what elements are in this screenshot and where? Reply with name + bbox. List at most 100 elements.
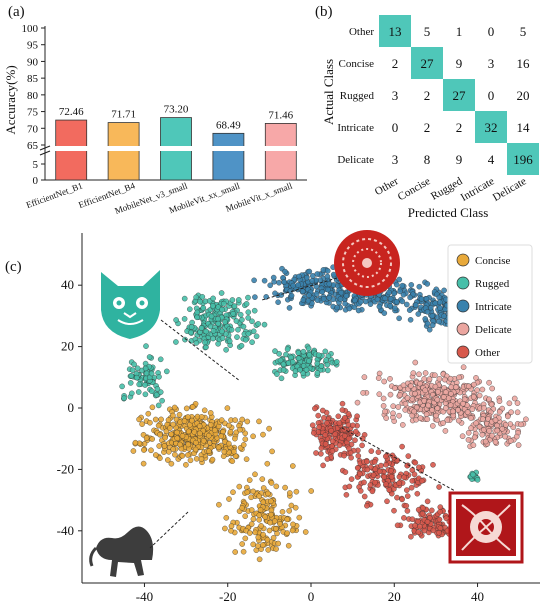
bar-chart-y-tick-label: 95	[27, 40, 39, 52]
scatter-point-concise	[155, 422, 162, 429]
scatter-point-intricate	[396, 276, 403, 283]
scatter-point-delicate	[425, 402, 431, 409]
scatter-point-concise	[139, 421, 145, 427]
scatter-point-other	[415, 529, 422, 535]
scatter-point-concise	[232, 549, 238, 555]
scatter-point-other	[419, 510, 426, 517]
scatter-point-delicate	[421, 398, 427, 404]
scatter-point-intricate	[437, 305, 443, 311]
scatter-point-intricate	[387, 296, 394, 302]
scatter-point-rugged	[200, 305, 207, 311]
scatter-point-rugged	[306, 358, 312, 364]
scatter-point-concise	[158, 416, 164, 423]
scatter-point-delicate	[465, 430, 472, 436]
scatter-point-delicate	[486, 428, 492, 434]
scatter-point-rugged	[153, 391, 160, 398]
scatter-point-delicate	[508, 409, 514, 415]
scatter-y-tick-label: 40	[61, 277, 74, 292]
bar-value-label: 68.49	[216, 119, 241, 131]
scatter-x-tick-label: 0	[308, 589, 315, 604]
scatter-point-other	[364, 503, 370, 509]
scatter-point-intricate	[343, 293, 350, 299]
confusion-cell	[443, 143, 475, 175]
scatter-point-other	[348, 476, 355, 482]
confusion-cell-value: 5	[520, 24, 527, 39]
scatter-point-concise	[185, 452, 191, 458]
scatter-point-concise	[232, 417, 238, 423]
scatter-point-other	[394, 494, 400, 501]
scatter-point-delicate	[481, 427, 487, 433]
confusion-cell-value: 9	[456, 152, 463, 167]
scatter-point-delicate	[507, 438, 514, 444]
scatter-point-rugged	[223, 331, 229, 337]
scatter-point-other	[430, 462, 436, 468]
square-delicate-papercut-image	[448, 491, 524, 564]
scatter-point-other	[311, 430, 317, 436]
scatter-point-intricate	[422, 316, 428, 322]
scatter-point-concise	[273, 483, 280, 490]
scatter-point-concise	[250, 516, 257, 522]
scatter-point-rugged	[194, 309, 201, 316]
scatter-point-delicate	[450, 408, 456, 415]
scatter-point-concise	[284, 530, 290, 536]
bar-chart: Accuracy(%) 657075808590951000572.46Effi…	[3, 23, 307, 216]
scatter-point-concise	[189, 404, 196, 410]
pointer-line-intricate	[261, 277, 338, 301]
bar-value-label: 71.46	[268, 109, 293, 121]
bar-mobilevit-xx-small	[212, 132, 245, 181]
scatter-point-rugged	[221, 300, 227, 307]
scatter-point-concise	[185, 441, 192, 448]
scatter-point-rugged	[154, 386, 161, 392]
scatter-point-delicate	[506, 400, 513, 407]
confusion-cell-value: 32	[485, 120, 498, 135]
scatter-point-other	[324, 456, 331, 462]
scatter-point-other	[354, 413, 360, 419]
scatter-point-concise	[244, 489, 251, 496]
scatter-point-rugged	[223, 347, 229, 353]
scatter-point-concise	[168, 460, 175, 467]
scatter-point-other	[404, 487, 410, 493]
confusion-x-axis-label: Predicted Class	[408, 205, 489, 220]
confusion-col-label: Rugged	[429, 175, 465, 203]
scatter-point-other	[436, 484, 442, 490]
scatter-point-other	[321, 415, 327, 421]
scatter-point-rugged	[215, 320, 221, 327]
scatter-point-delicate	[416, 371, 422, 378]
scatter-point-delicate	[404, 395, 411, 401]
scatter-point-concise	[260, 499, 267, 506]
scatter-point-concise	[183, 462, 189, 468]
scatter-point-intricate	[346, 305, 353, 312]
scatter-point-other	[405, 453, 412, 459]
scatter-point-rugged	[210, 328, 217, 334]
scatter-point-concise	[240, 442, 247, 448]
scatter-point-rugged	[245, 294, 251, 301]
scatter-point-concise	[165, 417, 172, 423]
scatter-point-intricate	[406, 307, 413, 313]
bar-break-gap	[211, 146, 245, 151]
scatter-point-delicate	[444, 417, 451, 423]
scatter-point-delicate	[402, 400, 409, 407]
scatter-point-intricate	[342, 300, 348, 307]
scatter-point-delicate	[480, 416, 486, 422]
bar-chart-y-tick-label: 80	[27, 90, 39, 102]
scatter-point-intricate	[325, 286, 331, 293]
scatter-point-rugged	[237, 311, 244, 318]
scatter-point-delicate	[376, 370, 383, 377]
scatter-point-intricate	[374, 296, 381, 303]
scatter-point-intricate	[337, 296, 344, 302]
scatter-point-delicate	[455, 417, 462, 424]
scatter-point-delicate	[387, 391, 394, 398]
scatter-point-intricate	[252, 294, 258, 300]
scatter-point-delicate	[435, 389, 441, 395]
scatter-point-other	[386, 487, 392, 493]
scatter-point-concise	[239, 416, 245, 423]
scatter-point-concise	[148, 447, 154, 454]
scatter-point-delicate	[502, 433, 508, 440]
scatter-point-concise	[223, 515, 230, 521]
scatter-point-concise	[250, 541, 256, 548]
scatter-point-intricate	[296, 273, 302, 280]
scatter-point-delicate	[481, 405, 487, 411]
scatter-point-concise	[268, 511, 274, 518]
scatter-point-concise	[181, 418, 188, 424]
